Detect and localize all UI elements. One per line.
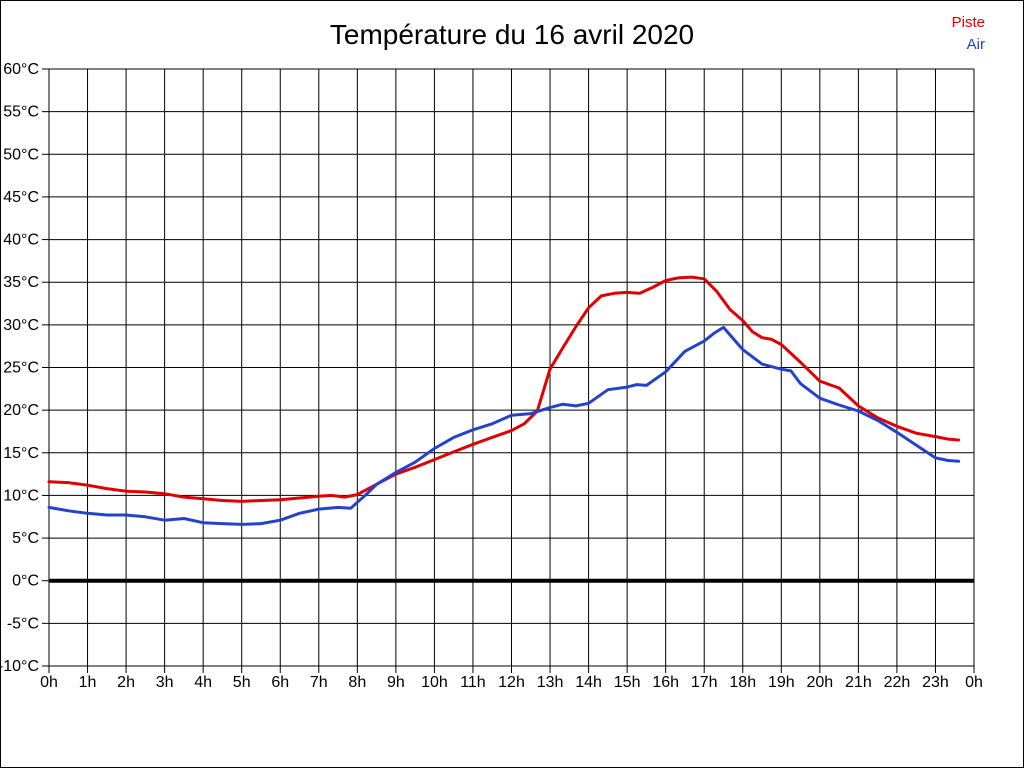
y-tick-label: 40°C xyxy=(3,232,39,249)
x-tick-label: 17h xyxy=(691,674,718,691)
x-tick-label: 4h xyxy=(194,674,212,691)
x-tick-label: 11h xyxy=(460,674,486,691)
x-tick-label: 6h xyxy=(271,674,289,691)
y-tick-label: 60°C xyxy=(3,61,39,78)
series-line-piste xyxy=(47,275,961,503)
y-tick-label: 20°C xyxy=(3,402,39,419)
x-tick-label: 21h xyxy=(845,674,872,691)
x-tick-label: 0h xyxy=(40,674,58,691)
x-tick-label: 16h xyxy=(652,674,679,691)
x-tick-label: 7h xyxy=(310,674,328,691)
x-tick-label: 14h xyxy=(575,674,602,691)
legend: Piste Air xyxy=(952,12,985,56)
x-tick-label: 15h xyxy=(614,674,641,691)
x-tick-label: 20h xyxy=(806,674,833,691)
x-tick-label: 1h xyxy=(79,674,97,691)
x-tick-label: 23h xyxy=(922,674,949,691)
chart-title: Température du 16 avril 2020 xyxy=(329,19,695,50)
x-tick-label: 0h xyxy=(965,674,983,691)
y-tick-label: 45°C xyxy=(3,189,39,206)
y-tick-label: 5°C xyxy=(12,530,39,547)
x-tick-label: 8h xyxy=(348,674,366,691)
legend-item-piste: Piste xyxy=(951,14,985,31)
x-tick-label: 3h xyxy=(156,674,174,691)
y-tick-label: 10°C xyxy=(3,487,39,504)
y-tick-label: -10°C xyxy=(1,658,39,675)
y-tick-label: 55°C xyxy=(3,104,39,121)
x-tick-label: 2h xyxy=(117,674,135,691)
x-tick-label: 5h xyxy=(233,674,251,691)
x-tick-label: 9h xyxy=(387,674,405,691)
x-tick-label: 10h xyxy=(421,674,448,691)
y-tick-label: 35°C xyxy=(3,274,39,291)
legend-item-air: Air xyxy=(966,36,985,53)
x-tick-label: 12h xyxy=(498,674,525,691)
x-tick-label: 18h xyxy=(729,674,756,691)
y-tick-label: 25°C xyxy=(3,360,39,377)
y-tick-label: 30°C xyxy=(3,317,39,334)
y-tick-label: 50°C xyxy=(3,146,39,163)
x-tick-label: 13h xyxy=(537,674,564,691)
y-tick-label: 0°C xyxy=(12,573,39,590)
y-tick-label: 15°C xyxy=(3,445,39,462)
x-tick-label: 19h xyxy=(768,674,795,691)
x-tick-label: 22h xyxy=(884,674,911,691)
series-line-air xyxy=(47,325,961,526)
y-tick-label: -5°C xyxy=(7,615,39,632)
